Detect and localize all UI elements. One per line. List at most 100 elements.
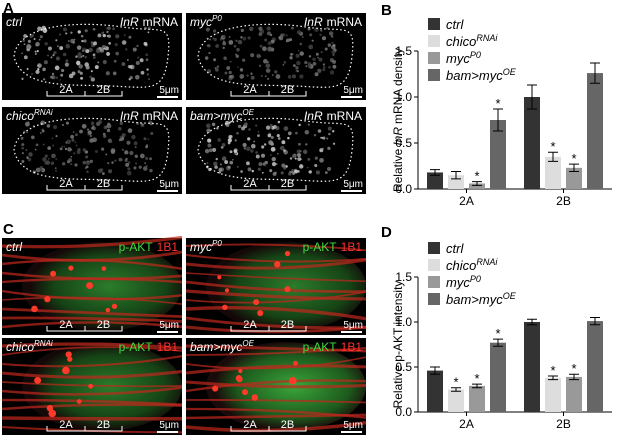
speckle <box>329 70 335 75</box>
speckle <box>269 126 273 129</box>
speckle <box>281 163 286 168</box>
speckle <box>222 35 226 38</box>
error-bar <box>527 84 537 110</box>
speckle <box>65 43 71 49</box>
spectrosome <box>34 376 42 384</box>
stain-label: p-AKT 1B1 <box>119 340 179 354</box>
speckle <box>270 135 274 140</box>
speckle <box>248 128 251 131</box>
speckle <box>332 142 336 145</box>
speckle <box>113 59 117 63</box>
significance: * <box>550 139 555 154</box>
speckle <box>307 123 310 126</box>
error-bar <box>472 181 482 186</box>
speckle <box>250 53 255 58</box>
genotype: bam>myc <box>190 340 242 354</box>
speckle <box>245 146 251 152</box>
speckle <box>71 138 75 142</box>
speckle <box>28 152 33 157</box>
speckle <box>129 150 134 156</box>
speckle <box>150 131 154 135</box>
region-bracket <box>230 326 307 332</box>
speckle <box>84 55 87 59</box>
outline <box>197 117 354 182</box>
speckle <box>246 74 249 77</box>
speckle <box>242 58 246 62</box>
speckle <box>102 33 106 38</box>
speckle <box>109 140 113 143</box>
speckle <box>313 133 317 137</box>
membrane <box>185 420 367 433</box>
speckle <box>269 169 273 173</box>
speckle <box>137 56 140 59</box>
membrane <box>1 289 183 301</box>
speckle <box>322 68 326 72</box>
stain-red: 1B1 <box>157 240 179 254</box>
speckle <box>328 132 331 136</box>
speckle <box>65 32 68 35</box>
speckle <box>250 75 255 80</box>
speckle <box>86 128 90 131</box>
error-bar <box>493 108 503 132</box>
speckle <box>235 54 239 58</box>
speckle <box>283 149 286 152</box>
speckle <box>51 153 56 159</box>
speckle <box>275 163 278 165</box>
speckle <box>90 70 93 73</box>
membrane <box>185 306 367 321</box>
speckle <box>46 124 51 128</box>
speckle <box>273 125 277 129</box>
speckle <box>138 165 142 169</box>
speckle <box>264 75 267 78</box>
image-background <box>2 13 182 100</box>
speckle <box>134 146 137 149</box>
speckle <box>129 76 133 80</box>
speckle <box>326 26 329 30</box>
speckle <box>81 39 84 43</box>
outline <box>197 23 354 88</box>
genotype: myc <box>190 240 212 254</box>
speckle <box>90 41 93 44</box>
speckle <box>206 128 211 133</box>
speckle <box>47 46 52 51</box>
speckle <box>134 154 138 158</box>
speckle <box>59 79 62 81</box>
genotype-superscript: RNAi <box>34 108 53 117</box>
speckle <box>232 158 234 161</box>
speckle <box>61 123 65 127</box>
region-label: 2A <box>243 419 257 431</box>
spectrosome <box>88 383 94 389</box>
legend-name: chico <box>446 34 476 49</box>
speckle <box>34 50 37 53</box>
membrane <box>1 370 183 379</box>
error-bar <box>430 366 440 375</box>
speckle <box>260 153 266 158</box>
speckle <box>209 38 211 41</box>
speckle <box>47 54 49 57</box>
region-bracket <box>46 326 123 332</box>
speckle <box>276 152 279 155</box>
speckle <box>247 36 251 40</box>
x-tick-label: 2B <box>556 194 571 208</box>
genotype-superscript: OE <box>242 339 254 348</box>
y-tick-label: 0.5 <box>395 360 412 374</box>
speckle <box>21 143 25 147</box>
speckle <box>206 44 211 48</box>
membrane <box>1 398 183 406</box>
speckle <box>123 34 126 36</box>
speckle <box>220 163 222 166</box>
significance: * <box>571 151 576 166</box>
speckle <box>331 130 335 133</box>
speckle <box>229 135 233 139</box>
speckle <box>294 157 297 160</box>
speckle <box>45 160 51 165</box>
panel-label: C <box>3 221 14 238</box>
genotype: bam>myc <box>190 109 242 123</box>
speckle <box>89 138 94 143</box>
spectrosome <box>236 376 243 383</box>
genotype-label: ctrl <box>6 240 22 254</box>
speckle <box>82 148 87 152</box>
speckle <box>289 56 293 60</box>
spectrosome <box>293 360 298 366</box>
speckle <box>317 129 322 133</box>
